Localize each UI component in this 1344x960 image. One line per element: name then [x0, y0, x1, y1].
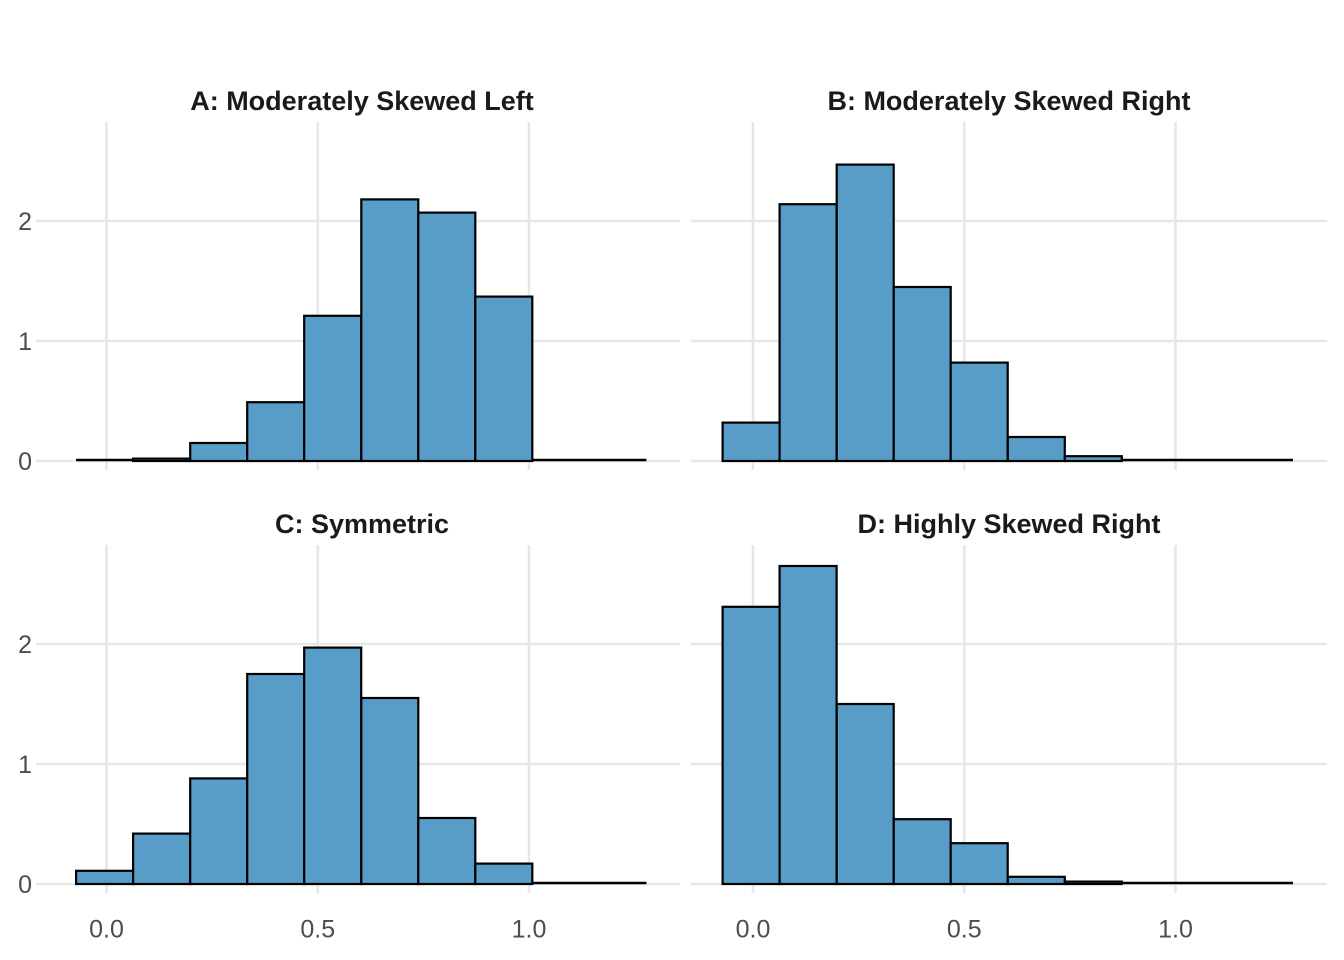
panel-c: 0.0 0.5 1.0 0 1 2 — [18, 545, 680, 944]
x-tick-label: 0.5 — [947, 916, 982, 944]
histogram-bar — [189, 777, 249, 886]
y-tick-label: 0 — [18, 871, 32, 899]
histogram-bar — [303, 314, 363, 463]
x-tick-label: 1.0 — [512, 916, 547, 944]
histogram-bar — [246, 401, 306, 463]
histogram-bar — [474, 862, 534, 886]
histogram-bar — [246, 672, 306, 886]
histogram-bar — [74, 869, 135, 886]
histogram-bar — [474, 295, 534, 463]
panel-c-title: C: Symmetric — [274, 509, 450, 539]
histogram-bar — [1063, 880, 1123, 886]
histogram-bar — [778, 564, 838, 886]
x-tick-label: 0.5 — [300, 916, 335, 944]
y-tick-label: 1 — [18, 751, 32, 779]
histogram-bar — [778, 203, 838, 463]
y-tick-label: 1 — [18, 328, 32, 356]
histogram-bar — [1006, 435, 1066, 463]
histogram-bar — [132, 832, 192, 886]
panel-d: 0.0 0.5 1.0 — [691, 545, 1327, 944]
panel-b — [691, 122, 1327, 470]
histogram-bar — [360, 696, 420, 886]
panel-b-title: B: Moderately Skewed Right — [827, 86, 1191, 116]
histogram-bar — [417, 816, 477, 886]
histogram-bar — [892, 285, 952, 463]
histogram-bar — [189, 441, 249, 463]
y-tick-label: 0 — [18, 448, 32, 476]
histogram-bar — [1063, 455, 1123, 463]
histogram-bar — [835, 702, 895, 886]
x-tick-label: 0.0 — [89, 916, 124, 944]
histogram-bar — [892, 818, 952, 886]
histogram-bar — [835, 163, 895, 463]
y-tick-label: 2 — [18, 631, 32, 659]
histogram-bar — [132, 457, 192, 463]
y-tick-label: 2 — [18, 208, 32, 236]
panel-a-title: A: Moderately Skewed Left — [190, 86, 534, 116]
histogram-bar — [949, 842, 1009, 886]
histogram-bar — [721, 605, 781, 886]
histogram-bar — [417, 211, 477, 463]
x-tick-label: 1.0 — [1158, 916, 1193, 944]
histogram-bar — [303, 646, 363, 886]
histogram-bar — [1006, 875, 1066, 886]
panel-d-title: D: Highly Skewed Right — [857, 509, 1161, 539]
histogram-bar — [949, 361, 1009, 463]
panel-a: 0 1 2 — [18, 122, 680, 476]
x-tick-label: 0.0 — [736, 916, 771, 944]
histogram-bar — [721, 421, 781, 463]
histogram-bar — [360, 198, 420, 463]
